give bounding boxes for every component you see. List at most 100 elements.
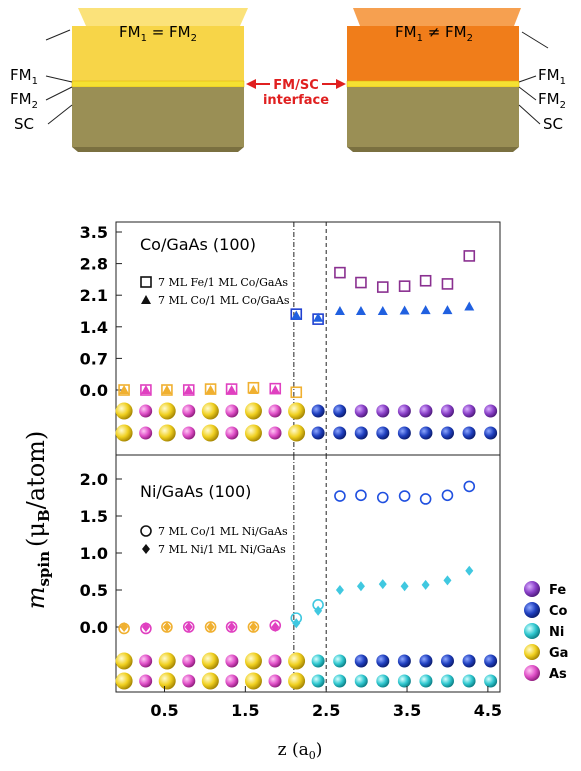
y-tick-label: 0.0 <box>80 618 108 637</box>
atom-ni <box>354 674 368 688</box>
data-point <box>313 312 324 322</box>
atom-co <box>419 654 433 668</box>
atom-ni <box>333 654 347 668</box>
atom-ga <box>244 672 262 690</box>
data-point <box>419 274 432 287</box>
panel-ni-gaas: 2.0 1.5 1.0 0.5 0.0 Ni/GaAs (100) 7 ML Co/1 ML… <box>80 454 502 720</box>
atom-ga <box>115 672 133 690</box>
data-point <box>206 622 215 632</box>
atom-as <box>182 654 196 668</box>
legend-marker-square-open <box>140 276 152 288</box>
data-point <box>248 385 259 394</box>
atom-ni <box>462 674 476 688</box>
left-sc-label: SC <box>14 115 34 133</box>
legend-label: 7 ML Ni/1 ML Ni/GaAs <box>158 543 286 556</box>
left-sc-block <box>72 87 244 147</box>
data-point <box>377 306 388 315</box>
y-tick-label: 2.0 <box>80 470 108 489</box>
x-tick-label: 3.5 <box>393 701 421 720</box>
atom-co <box>376 654 390 668</box>
legend-marker-triangle <box>141 295 151 304</box>
data-point <box>205 385 216 394</box>
x-tick-label: 2.5 <box>312 701 340 720</box>
atom-co <box>397 426 411 440</box>
data-point <box>225 383 238 395</box>
atom-ga <box>244 652 262 670</box>
y-tick-label: 1.5 <box>80 507 108 526</box>
y-tick-label: 2.8 <box>80 255 108 274</box>
atom-ga <box>288 402 306 420</box>
right-stack: FM1 ≠ FM2 <box>346 8 521 152</box>
legend-atom-label: As <box>549 667 567 682</box>
right-fm2-layer <box>346 80 520 88</box>
panel-title: Ni/GaAs (100) <box>140 482 251 501</box>
atom-fe <box>484 404 498 418</box>
atom-ga <box>288 652 306 670</box>
y-tick-label: 3.5 <box>80 223 108 242</box>
legend-atom-as <box>524 665 540 681</box>
atom-as <box>268 426 282 440</box>
atom-as <box>182 404 196 418</box>
right-sc-block <box>347 87 519 147</box>
data-point <box>378 579 387 590</box>
atom-as <box>268 404 282 418</box>
left-top-label: FM1 = FM2 <box>119 23 197 44</box>
atom-as <box>139 404 153 418</box>
atom-co <box>484 654 498 668</box>
atom-co <box>462 426 476 440</box>
data-point <box>291 310 302 320</box>
atom-fe <box>419 404 433 418</box>
right-sc-bottom <box>347 147 519 152</box>
atom-co <box>419 426 433 440</box>
data-point <box>334 490 346 502</box>
atom-co <box>333 426 347 440</box>
y-tick-label: 0.0 <box>80 381 108 400</box>
right-fm1-label: FM1 <box>538 66 566 87</box>
data-point <box>119 385 130 394</box>
atom-as <box>182 674 196 688</box>
legend-marker-diamond <box>142 544 150 554</box>
atom-ni <box>311 654 325 668</box>
atom-co <box>376 426 390 440</box>
x-tick-label: 1.5 <box>231 701 259 720</box>
data-point <box>441 489 454 502</box>
data-point <box>162 622 171 632</box>
atom-ga <box>115 652 133 670</box>
data-point <box>441 278 454 290</box>
atom-ni <box>311 674 325 688</box>
legend-marker-circle-open <box>140 525 152 537</box>
atom-ga <box>201 424 219 442</box>
atom-as <box>182 426 196 440</box>
data-point <box>334 306 345 315</box>
atom-co <box>333 404 347 418</box>
data-point <box>120 622 129 632</box>
atom-as <box>268 674 282 688</box>
legend-label: 7 ML Fe/1 ML Co/GaAs <box>158 276 288 289</box>
legend-atom-label: Co <box>549 604 568 619</box>
atom-co <box>311 426 325 440</box>
data-point <box>464 301 475 311</box>
right-fm-block <box>347 26 519 81</box>
atom-co <box>311 404 325 418</box>
atom-fe <box>397 404 411 418</box>
left-layer-labels <box>45 29 73 125</box>
atom-as <box>139 674 153 688</box>
plot-frame <box>115 221 501 456</box>
y-tick-label: 0.7 <box>80 349 108 368</box>
x-tick-label: 4.5 <box>474 701 502 720</box>
atom-ni <box>440 674 454 688</box>
legend-atom-ni <box>524 623 540 639</box>
data-point <box>292 618 301 629</box>
atom-ga <box>115 402 133 420</box>
data-point <box>249 622 258 632</box>
interface-arrows <box>246 79 346 89</box>
data-point <box>465 565 474 576</box>
legend-label: 7 ML Co/1 ML Co/GaAs <box>158 294 290 307</box>
left-stack: FM1 = FM2 <box>71 8 248 152</box>
atom-ni <box>376 674 390 688</box>
y-tick-label: 2.1 <box>80 286 108 305</box>
atom-as <box>139 426 153 440</box>
legend-atom-label: Ni <box>549 625 564 640</box>
data-point <box>355 306 366 315</box>
